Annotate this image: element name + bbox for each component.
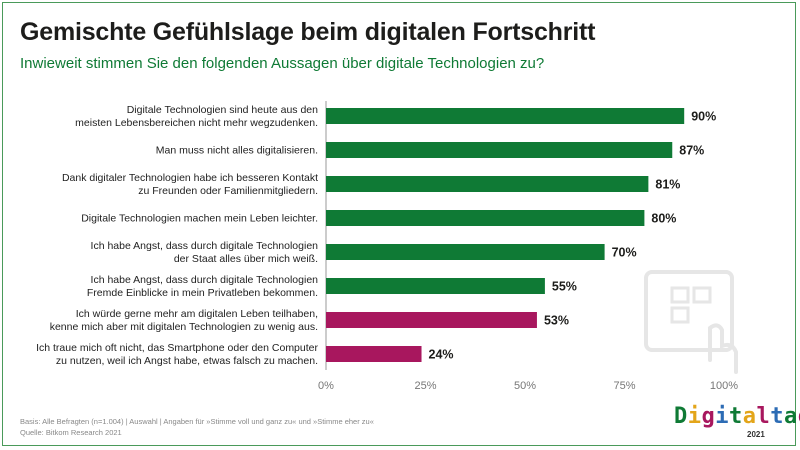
logo-year: 2021 [747,430,765,439]
page-subtitle: Inwieweit stimmen Sie den folgenden Auss… [20,55,545,72]
logo-letter: t [770,404,784,429]
category-label-6-line-1: Ich habe Angst, dass durch digitale Tech… [91,274,319,286]
digitaltag-logo: Digitaltag [674,404,800,429]
x-tick-100: 100% [710,380,738,392]
value-label-4: 80% [651,212,676,226]
category-label-5-line-2: der Staat alles über mich weiß. [174,253,318,265]
category-label-8-line-1: Ich traue mich oft nicht, das Smartphone… [36,342,318,354]
value-label-8: 24% [429,348,454,362]
logo-letter: g [701,404,716,429]
value-label-1: 90% [691,110,716,124]
value-label-2: 87% [679,144,704,158]
value-label-3: 81% [655,178,680,192]
value-label-7: 53% [544,314,569,328]
footnote-source: Quelle: Bitkom Research 2021 [20,428,122,437]
category-label-8-line-2: zu nutzen, weil ich Angst habe, etwas fa… [56,355,318,367]
value-label-5: 70% [612,246,637,260]
category-label-3-line-1: Dank digitaler Technologien habe ich bes… [62,172,318,184]
category-label-3-line-2: zu Freunden oder Familienmitgliedern. [138,185,318,197]
category-label-4-line-1: Digitale Technologien machen mein Leben … [81,213,318,225]
tablet-touch-icon [644,270,738,374]
category-label-1-line-1: Digitale Technologien sind heute aus den [127,104,318,116]
logo-letter: i [715,404,729,429]
bar-1 [326,108,685,124]
bar-4 [326,210,645,226]
logo-letter: g [798,404,800,429]
category-label-6-line-2: Fremde Einblicke in mein Privatleben bek… [87,287,318,299]
page-title: Gemischte Gefühlslage beim digitalen For… [20,18,596,46]
logo-letter: a [742,404,757,429]
category-label-7-line-1: Ich würde gerne mehr am digitalen Leben … [76,308,318,320]
bar-7 [326,312,537,328]
category-label-2-line-1: Man muss nicht alles digitalisieren. [156,145,318,157]
x-tick-75: 75% [613,380,635,392]
bar-6 [326,278,545,294]
bar-2 [326,142,673,158]
logo-letter: l [756,404,771,429]
logo-letter: D [674,404,688,429]
logo-letter: a [784,404,798,429]
x-tick-25: 25% [414,380,436,392]
value-label-6: 55% [552,280,577,294]
footnote-basis: Basis: Alle Befragten (n=1.004) | Auswah… [20,417,374,426]
x-tick-50: 50% [514,380,536,392]
bar-3 [326,176,649,192]
category-label-7-line-2: kenne mich aber mit digitalen Technologi… [50,321,318,333]
category-label-5-line-1: Ich habe Angst, dass durch digitale Tech… [91,240,319,252]
x-tick-0: 0% [318,380,334,392]
logo-letter: i [687,404,702,429]
category-label-1-line-2: meisten Lebensbereichen nicht mehr wegzu… [75,117,318,129]
chart-frame [2,2,796,446]
bar-5 [326,244,605,260]
bar-8 [326,346,422,362]
logo-letter: t [729,404,743,429]
